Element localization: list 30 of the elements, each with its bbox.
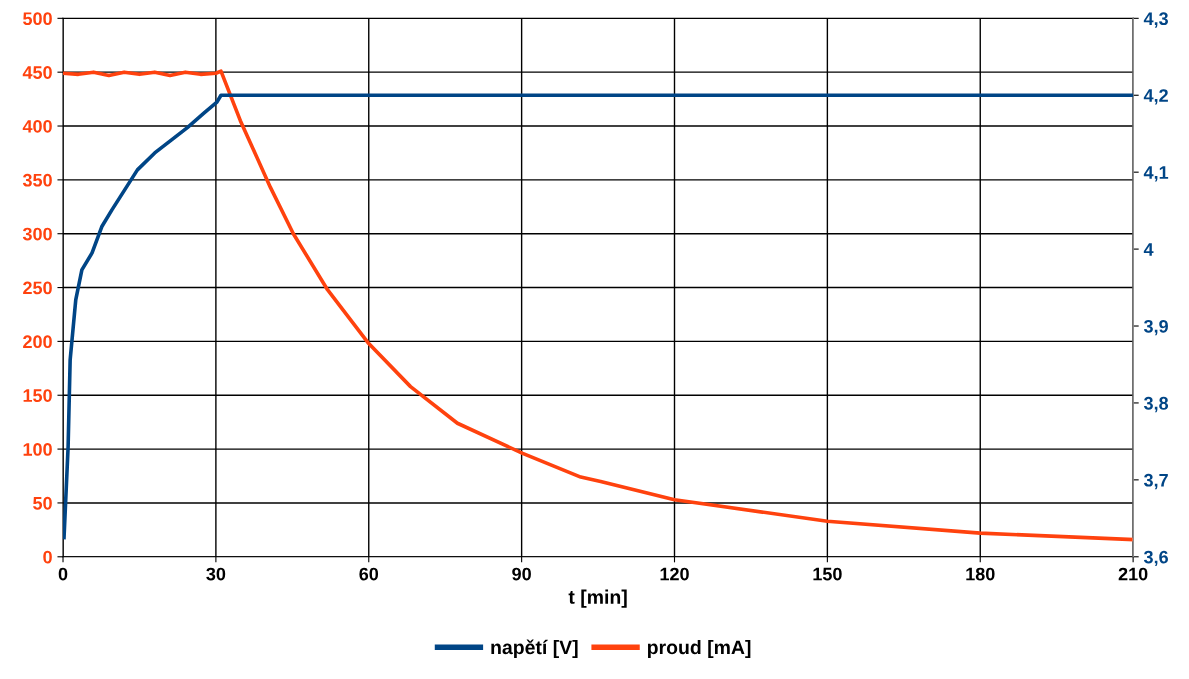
y-tick-label: 350 bbox=[22, 173, 52, 187]
y2-tick-label: 4,3 bbox=[1143, 12, 1168, 28]
x-tick-label: 120 bbox=[660, 567, 689, 581]
y2-tick-label: 4,2 bbox=[1143, 89, 1168, 105]
y-tick-label: 300 bbox=[22, 227, 52, 241]
y2-tick-label: 3,7 bbox=[1143, 473, 1168, 490]
y2-tick-label: 4,1 bbox=[1143, 166, 1169, 182]
x-tick-label: 210 bbox=[1118, 567, 1148, 581]
y-tick-label: 450 bbox=[22, 66, 52, 79]
y-tick-label: 200 bbox=[23, 335, 52, 349]
y-tick-label: 500 bbox=[23, 12, 52, 26]
x-tick-label: 90 bbox=[512, 567, 531, 581]
y2-tick-label: 4 bbox=[1143, 243, 1154, 256]
y-tick-label: 400 bbox=[22, 119, 52, 133]
y-tick-label: 150 bbox=[23, 389, 52, 402]
y2-tick-label: 3,9 bbox=[1143, 319, 1168, 336]
y2-tick-label: 3,8 bbox=[1143, 396, 1169, 413]
y-tick-label: 0 bbox=[43, 550, 52, 564]
x-axis-title: t [min] bbox=[568, 589, 627, 608]
y2-tick-label: 3,6 bbox=[1143, 550, 1168, 567]
y-tick-label: 50 bbox=[33, 496, 52, 510]
x-tick-label: 0 bbox=[58, 567, 68, 581]
x-tick-label: 150 bbox=[813, 567, 842, 581]
x-tick-label: 180 bbox=[966, 567, 995, 581]
x-tick-label: 60 bbox=[359, 567, 379, 581]
x-tick-label: 30 bbox=[206, 567, 226, 581]
legend-label: proud [mA] bbox=[647, 639, 751, 659]
legend-label: napětí [V] bbox=[491, 639, 578, 659]
y-tick-label: 100 bbox=[23, 443, 52, 456]
y-tick-label: 250 bbox=[23, 281, 52, 295]
